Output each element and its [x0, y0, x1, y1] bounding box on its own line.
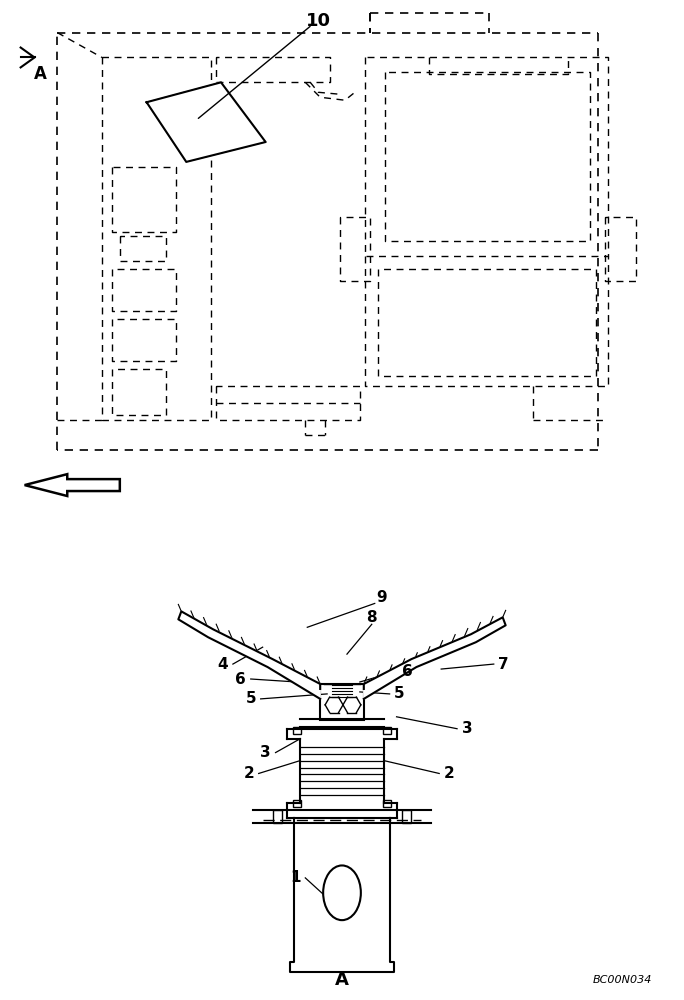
Text: 2: 2 [244, 766, 254, 781]
Text: 1: 1 [290, 870, 301, 885]
Polygon shape [179, 611, 320, 699]
Bar [293, 800, 302, 807]
Text: 10: 10 [306, 12, 330, 30]
Polygon shape [146, 82, 265, 162]
Text: 5: 5 [246, 691, 256, 706]
Text: 2: 2 [444, 766, 454, 781]
Bar [307, 828, 377, 952]
Text: 8: 8 [367, 610, 377, 625]
Text: BC00N034: BC00N034 [593, 975, 653, 985]
Polygon shape [25, 474, 120, 496]
Bar [382, 800, 391, 807]
Text: 3: 3 [462, 721, 472, 736]
Text: 7: 7 [499, 657, 509, 672]
Bar [272, 810, 282, 823]
Text: 9: 9 [376, 590, 387, 605]
Text: 5: 5 [394, 686, 405, 701]
Text: 6: 6 [402, 664, 413, 679]
Bar [320, 684, 364, 720]
Bar [382, 727, 391, 734]
Bar [293, 727, 302, 734]
Polygon shape [291, 818, 393, 972]
Text: A: A [335, 971, 349, 989]
Text: 4: 4 [218, 657, 228, 672]
Ellipse shape [323, 865, 361, 920]
Text: A: A [34, 65, 47, 83]
Polygon shape [364, 617, 505, 699]
Text: 6: 6 [235, 672, 246, 686]
Bar [402, 810, 412, 823]
Text: 3: 3 [261, 745, 271, 760]
